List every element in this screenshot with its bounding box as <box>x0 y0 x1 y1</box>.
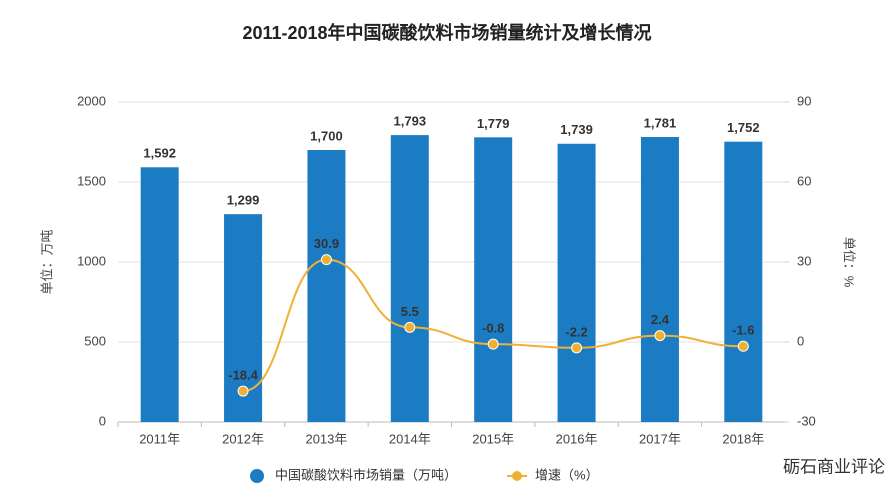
bar <box>140 167 179 422</box>
y-tick-label: 1500 <box>77 173 106 188</box>
bar <box>640 137 679 423</box>
data-label: 1,700 <box>310 128 343 143</box>
line <box>242 258 744 393</box>
y2-tick-label: 30 <box>797 253 811 268</box>
y2-tick-label: -30 <box>797 413 816 428</box>
data-label: 2.4 <box>651 312 670 327</box>
x-tick-label: 2015年 <box>472 431 514 446</box>
x-tick-label: 2012年 <box>222 431 264 446</box>
line-point <box>404 321 416 333</box>
data-label: -2.2 <box>565 324 587 339</box>
y-tick-label: 0 <box>99 413 106 428</box>
x-tick-label: 2011年 <box>139 431 180 446</box>
data-label: -1.6 <box>732 323 754 338</box>
legend-label: 中国碳酸饮料市场销量（万吨） <box>275 467 457 482</box>
data-label: 1,299 <box>227 193 260 208</box>
x-tick-label: 2016年 <box>556 431 598 446</box>
y2-axis-label: 单位：% <box>842 237 857 288</box>
data-label: 1,739 <box>560 122 593 137</box>
x-tick-label: 2014年 <box>389 431 431 446</box>
chart-title: 2011-2018年中国碳酸饮料市场销量统计及增长情况 <box>242 22 651 43</box>
legend-swatch <box>250 469 264 483</box>
y-tick-label: 500 <box>84 333 106 348</box>
line-point <box>737 340 749 352</box>
bar <box>390 135 429 422</box>
x-tick-label: 2017年 <box>639 431 681 446</box>
y-axis-label: 单位：万吨 <box>39 229 54 294</box>
y-tick-label: 2000 <box>77 93 106 108</box>
y2-tick-label: 90 <box>797 93 811 108</box>
legend-swatch <box>512 471 523 481</box>
line-point <box>654 330 666 342</box>
watermark: 砺石商业评论 <box>783 457 885 476</box>
bar <box>724 141 763 422</box>
data-label: 1,781 <box>644 115 677 130</box>
bar <box>307 150 346 422</box>
y2-tick-label: 60 <box>797 173 811 188</box>
line-point <box>320 254 332 266</box>
data-label: 5.5 <box>401 304 419 319</box>
x-tick-label: 2013年 <box>305 431 347 446</box>
line-point <box>237 385 249 397</box>
data-label: 1,752 <box>727 120 760 135</box>
data-label: 30.9 <box>314 236 339 251</box>
line-point <box>487 338 499 350</box>
bar <box>474 137 513 423</box>
legend-label: 增速（%） <box>535 467 599 482</box>
line-point <box>571 342 583 354</box>
data-label: 1,592 <box>143 146 176 161</box>
data-label: -18.4 <box>228 368 258 383</box>
data-label: -0.8 <box>482 321 504 336</box>
y-tick-label: 1000 <box>77 253 106 268</box>
data-label: 1,793 <box>394 114 427 129</box>
x-tick-label: 2018年 <box>722 431 764 446</box>
y2-tick-label: 0 <box>797 333 804 348</box>
data-label: 1,779 <box>477 116 510 131</box>
bar <box>557 143 596 422</box>
